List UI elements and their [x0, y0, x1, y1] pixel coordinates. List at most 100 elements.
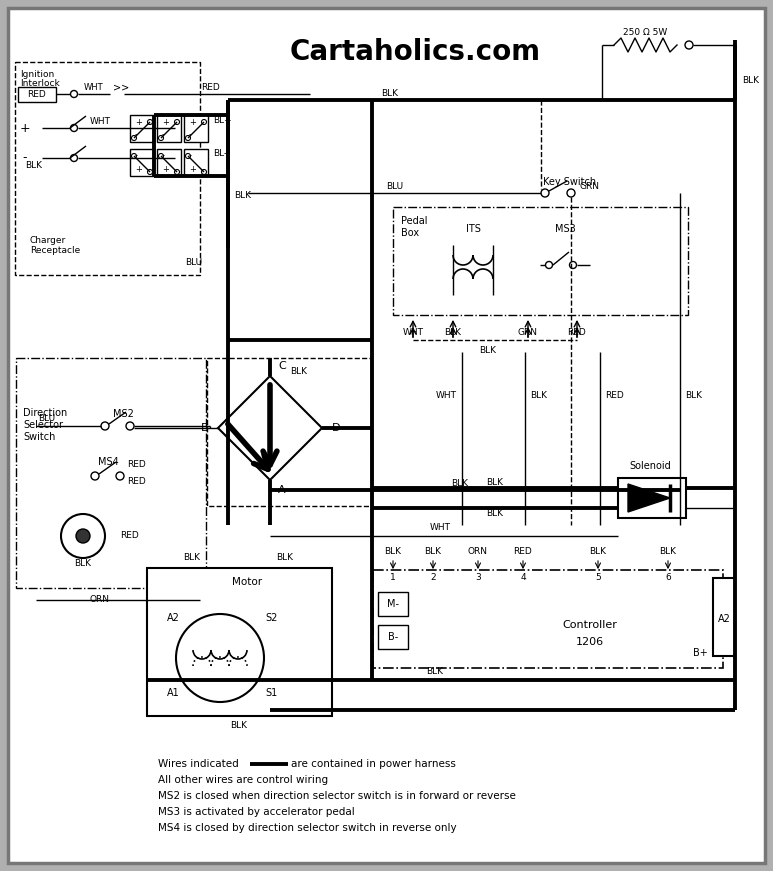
Text: B: B [200, 423, 208, 433]
Text: WHT: WHT [84, 83, 104, 91]
Text: WHT: WHT [430, 523, 451, 532]
Text: GRN: GRN [580, 181, 600, 191]
Text: MS4: MS4 [98, 457, 119, 467]
Text: BLK: BLK [384, 548, 401, 557]
Text: MS2 is closed when direction selector switch is in forward or reverse: MS2 is closed when direction selector sw… [158, 791, 516, 801]
Text: A2: A2 [167, 613, 180, 623]
Bar [147, 568, 332, 716]
Bar [378, 625, 408, 649]
Text: +: + [162, 118, 169, 126]
Text: BLU: BLU [38, 414, 55, 422]
Text: BLK: BLK [25, 160, 42, 170]
Polygon shape [628, 484, 670, 512]
Text: Switch: Switch [23, 432, 56, 442]
Text: Ignition: Ignition [20, 70, 54, 79]
Text: 3: 3 [475, 573, 481, 583]
Text: BL+: BL+ [213, 116, 232, 125]
Text: BLK: BLK [427, 667, 444, 677]
Text: WHT: WHT [436, 390, 457, 400]
Text: Wires indicated: Wires indicated [158, 759, 239, 769]
Text: BLK: BLK [659, 548, 676, 557]
Text: RED: RED [513, 548, 533, 557]
Text: 6: 6 [665, 573, 671, 583]
Text: >>: >> [113, 82, 129, 92]
Bar [157, 149, 181, 176]
Text: MS4 is closed by direction selector switch in reverse only: MS4 is closed by direction selector swit… [158, 823, 457, 833]
Text: 5: 5 [595, 573, 601, 583]
Text: Motor: Motor [232, 577, 262, 587]
Text: A1: A1 [167, 688, 180, 698]
Text: BLK: BLK [590, 548, 607, 557]
Text: BLU: BLU [386, 181, 404, 191]
Text: +: + [19, 121, 30, 134]
Text: WHT: WHT [90, 117, 111, 125]
Text: Interlock: Interlock [20, 79, 60, 88]
Text: BLK: BLK [444, 327, 461, 336]
Text: +: + [135, 118, 142, 126]
Text: Solenoid: Solenoid [629, 461, 671, 471]
Text: BLK: BLK [74, 558, 91, 568]
Text: RED: RED [127, 460, 146, 469]
Bar [18, 87, 56, 102]
Text: RED: RED [120, 531, 138, 541]
Text: Cartaholics.com: Cartaholics.com [289, 38, 540, 66]
Text: A: A [278, 485, 286, 495]
Bar [184, 149, 208, 176]
Text: -: - [22, 152, 27, 165]
Text: GRN: GRN [518, 327, 538, 336]
Text: S2: S2 [265, 613, 278, 623]
Text: 2: 2 [431, 573, 436, 583]
Bar [184, 115, 208, 142]
Text: BLK: BLK [234, 191, 251, 199]
Text: S1: S1 [265, 688, 278, 698]
Text: MS3 is activated by accelerator pedal: MS3 is activated by accelerator pedal [158, 807, 355, 817]
Text: BLK: BLK [230, 721, 247, 731]
Text: BLK: BLK [486, 477, 503, 487]
Text: 1: 1 [390, 573, 396, 583]
Text: Charger: Charger [30, 235, 66, 245]
Text: RED: RED [567, 327, 587, 336]
Text: BLK: BLK [290, 367, 307, 375]
Text: BLK: BLK [742, 76, 759, 84]
Text: -: - [162, 131, 165, 139]
Text: BLK: BLK [530, 390, 547, 400]
Text: B+: B+ [693, 648, 707, 658]
Text: +: + [135, 165, 142, 173]
Text: +: + [189, 165, 196, 173]
Bar [393, 207, 688, 315]
Bar [16, 358, 206, 588]
Text: -: - [162, 152, 165, 160]
Text: A2: A2 [717, 614, 730, 624]
Bar [373, 570, 723, 668]
Text: Box: Box [401, 228, 419, 238]
Text: RED: RED [201, 83, 220, 91]
Text: MS2: MS2 [113, 409, 134, 419]
Text: Selector: Selector [23, 420, 63, 430]
Text: BLK: BLK [685, 390, 702, 400]
Text: +: + [162, 165, 169, 173]
Text: -: - [189, 152, 192, 160]
Bar [713, 578, 735, 656]
Bar [130, 115, 154, 142]
Text: WHT: WHT [403, 327, 424, 336]
Circle shape [76, 529, 90, 543]
Text: 1206: 1206 [576, 637, 604, 647]
Bar [15, 62, 200, 275]
Text: +: + [189, 118, 196, 126]
Text: BLK: BLK [424, 548, 441, 557]
Text: are contained in power harness: are contained in power harness [291, 759, 456, 769]
Text: Controller: Controller [563, 620, 618, 630]
Text: BLK: BLK [451, 478, 468, 488]
Text: 4: 4 [520, 573, 526, 583]
Text: BLK: BLK [277, 553, 294, 563]
Bar [618, 478, 686, 518]
Text: BLK: BLK [183, 553, 200, 563]
Text: Pedal: Pedal [401, 216, 427, 226]
Text: 250 Ω 5W: 250 Ω 5W [623, 28, 668, 37]
Text: ITS: ITS [465, 224, 481, 234]
Text: D: D [332, 423, 340, 433]
Text: BLK: BLK [486, 510, 503, 518]
Text: BL-: BL- [213, 148, 227, 158]
Text: BLK: BLK [382, 89, 399, 98]
Text: BLK: BLK [479, 346, 496, 354]
